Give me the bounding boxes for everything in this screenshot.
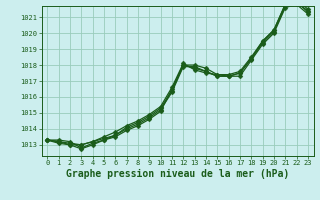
X-axis label: Graphe pression niveau de la mer (hPa): Graphe pression niveau de la mer (hPa) xyxy=(66,169,289,179)
